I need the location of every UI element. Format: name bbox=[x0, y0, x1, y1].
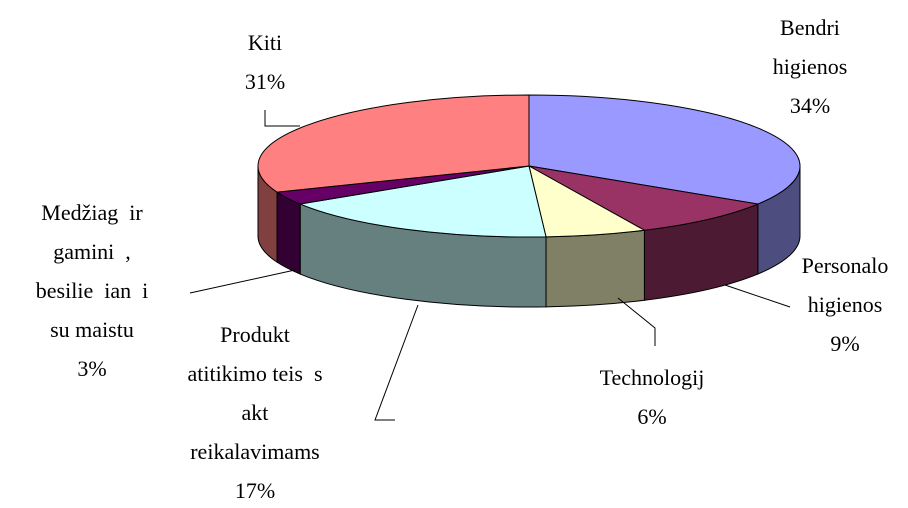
pie-tops bbox=[257, 94, 801, 238]
leader-line bbox=[189, 269, 296, 294]
leader-line bbox=[374, 304, 419, 421]
value-label: 3% bbox=[77, 356, 106, 381]
slice-label: Kiti bbox=[248, 30, 282, 55]
slice-label: Produkt atitikimo teis s akt reikalavimams bbox=[187, 322, 322, 464]
slice-label: Personalo higienos bbox=[802, 253, 889, 317]
pie-side bbox=[276, 191, 301, 275]
value-label: 34% bbox=[790, 93, 830, 118]
pie-side bbox=[545, 229, 645, 308]
pie-sides bbox=[257, 165, 801, 308]
value-label: 6% bbox=[637, 404, 666, 429]
leader-lines bbox=[189, 110, 791, 421]
pie-slice bbox=[528, 165, 760, 231]
leader-line bbox=[724, 284, 791, 308]
leader-line bbox=[264, 110, 300, 127]
value-label: 9% bbox=[830, 331, 859, 356]
slice-label: Technologij bbox=[600, 365, 705, 390]
value-label: 17% bbox=[235, 478, 275, 503]
slice-label: Medžiag ir gamini , besilie ian i su maistu bbox=[36, 200, 148, 342]
value-label: 31% bbox=[245, 69, 285, 94]
slice-label: Bendri higienos bbox=[773, 15, 848, 79]
leader-line bbox=[617, 297, 656, 346]
pie-slice bbox=[298, 165, 547, 238]
pie-slice bbox=[257, 94, 530, 193]
